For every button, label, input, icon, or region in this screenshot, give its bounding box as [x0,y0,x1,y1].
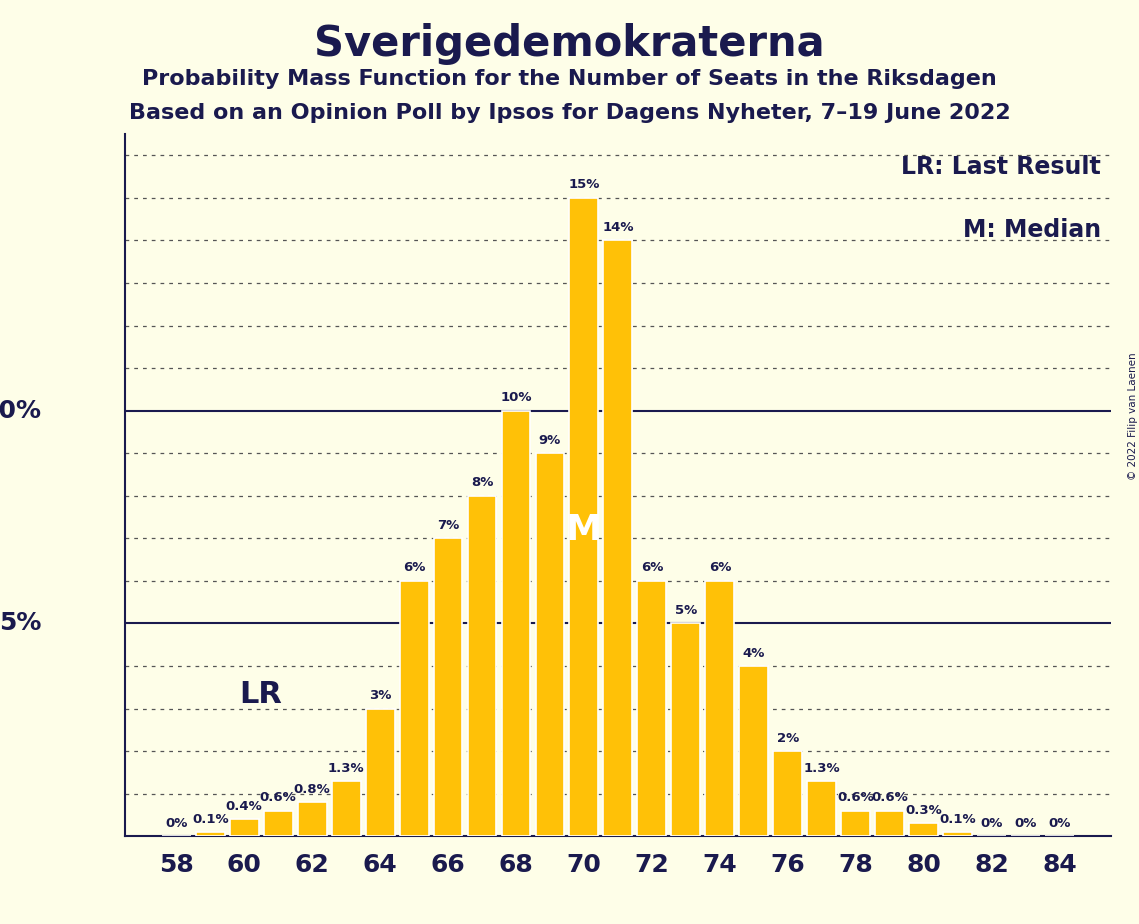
Text: 6%: 6% [708,562,731,575]
Text: Sverigedemokraterna: Sverigedemokraterna [314,23,825,65]
Bar [535,453,565,836]
Bar [909,823,939,836]
Text: 0%: 0% [165,817,188,830]
Text: 0.6%: 0.6% [837,791,874,804]
Text: Probability Mass Function for the Number of Seats in the Riksdagen: Probability Mass Function for the Number… [142,69,997,90]
Text: LR: LR [239,679,282,709]
Bar [264,810,293,836]
Text: 0.8%: 0.8% [294,783,330,796]
Bar [808,781,836,836]
Bar [773,751,802,836]
Bar [739,666,768,836]
Text: 14%: 14% [603,221,633,234]
Text: LR: Last Result: LR: Last Result [901,155,1100,179]
Text: M: Median: M: Median [962,218,1100,242]
Text: 0.6%: 0.6% [871,791,908,804]
Bar [842,810,870,836]
Bar [196,832,224,836]
Bar [705,581,735,836]
Bar [570,198,598,836]
Bar [671,624,700,836]
Text: 0%: 0% [981,817,1002,830]
Bar [230,820,259,836]
Text: 10%: 10% [500,391,532,404]
Bar [875,810,904,836]
Text: 0%: 0% [1015,817,1036,830]
Text: 0.6%: 0.6% [260,791,296,804]
Text: 3%: 3% [369,689,392,702]
Text: 7%: 7% [437,519,459,532]
Text: M: M [566,513,601,547]
Bar [604,240,632,836]
Text: 15%: 15% [568,178,599,191]
Text: 2%: 2% [777,732,798,745]
Bar [501,410,531,836]
Text: 6%: 6% [403,562,425,575]
Text: 9%: 9% [539,433,562,447]
Bar [434,539,462,836]
Text: 0.4%: 0.4% [226,800,263,813]
Text: 8%: 8% [470,477,493,490]
Bar [297,802,327,836]
Text: 6%: 6% [641,562,663,575]
Text: 5%: 5% [674,604,697,617]
Bar [638,581,666,836]
Text: 1.3%: 1.3% [328,761,364,774]
Text: 4%: 4% [743,647,765,660]
Text: 5%: 5% [0,612,41,636]
Text: 0.3%: 0.3% [906,804,942,817]
Bar [468,496,497,836]
Text: 0%: 0% [1048,817,1071,830]
Text: 0.1%: 0.1% [940,812,976,825]
Text: 1.3%: 1.3% [803,761,841,774]
Bar [366,709,394,836]
Text: 10%: 10% [0,398,41,422]
Bar [331,781,361,836]
Text: 0.1%: 0.1% [191,812,229,825]
Bar [943,832,972,836]
Text: Based on an Opinion Poll by Ipsos for Dagens Nyheter, 7–19 June 2022: Based on an Opinion Poll by Ipsos for Da… [129,103,1010,124]
Text: © 2022 Filip van Laenen: © 2022 Filip van Laenen [1129,352,1138,480]
Bar [400,581,428,836]
